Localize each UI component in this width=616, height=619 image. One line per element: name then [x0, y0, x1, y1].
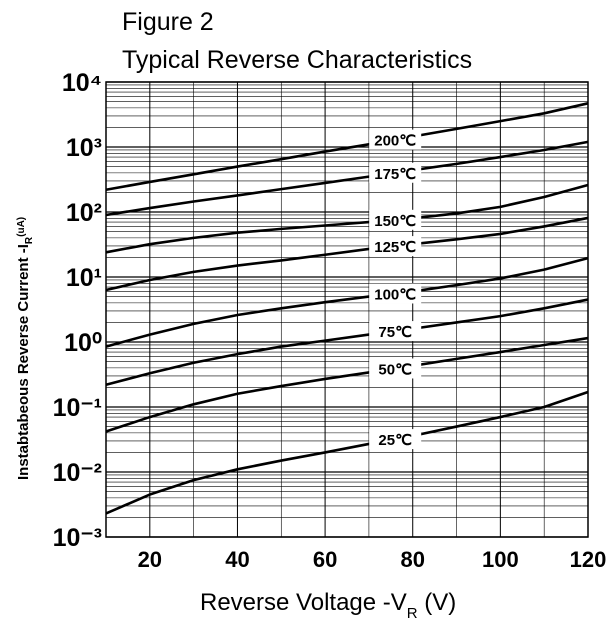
label-bg [369, 429, 422, 450]
series-label: 25℃ [378, 432, 412, 449]
x-axis-label: Reverse Voltage -VR (V) [200, 589, 456, 619]
y-tick-label: 10¹ [66, 264, 102, 292]
x-tick-label: 40 [225, 547, 249, 572]
chart-title: Figure 2 [122, 8, 214, 36]
line [105, 183, 589, 254]
series-label: 75℃ [378, 324, 412, 341]
line [105, 256, 589, 348]
label-bg [369, 358, 422, 379]
y-tick-label: 10⁻³ [53, 524, 102, 552]
series-label: 125℃ [374, 239, 416, 256]
x-tick-label: 60 [313, 547, 337, 572]
x-tick-label: 20 [138, 547, 162, 572]
y-tick-label: 10² [66, 199, 102, 227]
chart-subtitle: Typical Reverse Characteristics [122, 46, 472, 74]
line [105, 216, 589, 292]
x-tick-label: 100 [482, 547, 519, 572]
y-axis-label: Instabtabeous Reverse Current -IR(uA) [15, 217, 35, 480]
series-label: 100℃ [374, 286, 416, 303]
line [105, 140, 589, 217]
line [105, 390, 589, 515]
series-label: 50℃ [378, 361, 412, 378]
line [105, 102, 589, 192]
label-bg [369, 236, 422, 257]
label-bg [369, 209, 422, 230]
y-tick-label: 10⁻¹ [53, 394, 102, 422]
x-tick-label: 80 [400, 547, 424, 572]
x-tick-label: 120 [570, 547, 607, 572]
y-tick-label: 10⁻² [53, 459, 102, 487]
series-label: 150℃ [374, 213, 416, 230]
label-bg [369, 129, 422, 150]
label-bg [369, 283, 422, 304]
series-label: 175℃ [374, 166, 416, 183]
label-bg [369, 162, 422, 183]
y-tick-label: 10⁴ [62, 69, 102, 97]
y-tick-label: 10³ [66, 134, 102, 162]
plot-frame [105, 81, 589, 538]
y-tick-label: 10⁰ [64, 329, 102, 357]
line [105, 298, 589, 387]
line [105, 336, 589, 433]
series-label: 200℃ [374, 133, 416, 150]
label-bg [369, 321, 422, 342]
